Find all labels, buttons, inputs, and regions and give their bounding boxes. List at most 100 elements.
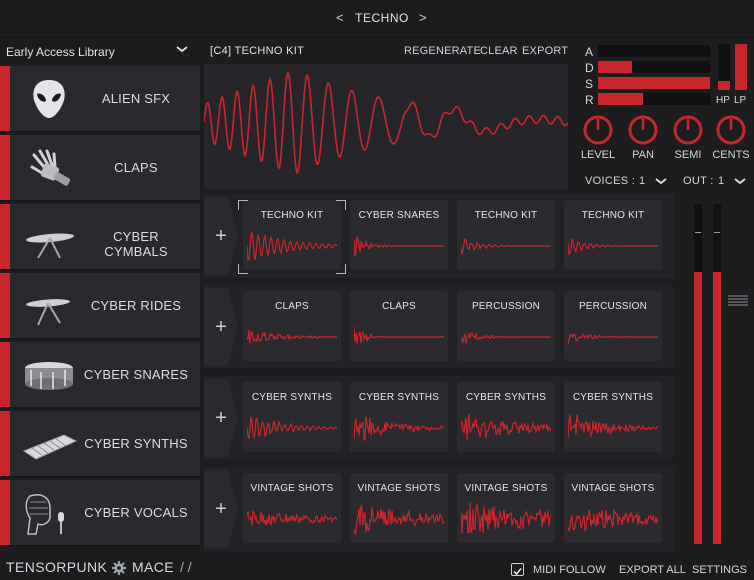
cymbal-icon — [26, 233, 74, 259]
volume-slider-handle[interactable] — [726, 204, 750, 544]
export-all-button[interactable]: EXPORT ALL — [619, 564, 686, 576]
voices-value[interactable]: 1 — [639, 175, 646, 187]
out-value[interactable]: 1 — [718, 175, 725, 187]
pad-waveform — [247, 230, 337, 262]
meter-peak-mark — [714, 232, 720, 233]
library-select[interactable]: Early Access Library — [0, 40, 198, 64]
sidebar-item-cyber-snares[interactable]: CYBER SNARES — [0, 342, 200, 409]
pad[interactable]: TECHNO KIT — [243, 200, 341, 270]
sidebar-item-cyber-rides[interactable]: CYBER RIDES — [0, 273, 200, 340]
pad[interactable]: PERCUSSION — [457, 291, 555, 361]
pad[interactable]: TECHNO KIT — [457, 200, 555, 270]
cents-knob[interactable] — [715, 114, 747, 146]
level-label: LEVEL — [580, 149, 616, 161]
pad-waveform — [461, 237, 551, 255]
selection-corner — [238, 264, 248, 274]
pad-waveform — [354, 236, 444, 257]
chevron-down-icon[interactable] — [655, 176, 667, 186]
lp-fill — [735, 44, 747, 90]
sustain-slider[interactable] — [598, 77, 710, 89]
sidebar-item-claps[interactable]: CLAPS — [0, 135, 200, 202]
clear-button[interactable]: CLEAR — [480, 45, 518, 57]
pad-waveform — [461, 331, 551, 344]
pad[interactable]: VINTAGE SHOTS — [350, 473, 448, 543]
checkmark-icon — [513, 567, 522, 576]
library-select-value: Early Access Library — [6, 45, 115, 59]
sidebar-item-cyber-synths[interactable]: CYBER SYNTHS — [0, 411, 200, 478]
lp-slider[interactable] — [735, 44, 747, 90]
settings-button[interactable]: SETTINGS — [692, 564, 748, 576]
pad-waveform — [247, 510, 337, 527]
export-button[interactable]: EXPORT — [522, 45, 569, 57]
semi-knob[interactable] — [672, 114, 704, 146]
attack-label: A — [585, 45, 594, 59]
semi-label: SEMI — [674, 149, 702, 161]
product-name: MACE — [132, 559, 175, 575]
robot-hand-icon — [30, 149, 71, 186]
pad[interactable]: VINTAGE SHOTS — [564, 473, 662, 543]
category-accent-bar — [0, 273, 10, 338]
sidebar-item-label: CYBER VOCALS — [84, 505, 188, 520]
pad-waveform — [461, 414, 551, 440]
midi-follow-label[interactable]: MIDI FOLLOW — [533, 564, 606, 576]
pad-label: PERCUSSION — [471, 301, 541, 312]
sustain-fill — [598, 77, 710, 89]
snare-drum-icon — [25, 362, 73, 390]
pad-label: VINTAGE SHOTS — [250, 483, 334, 494]
preset-name[interactable]: TECHNO — [355, 11, 409, 25]
pad[interactable]: VINTAGE SHOTS — [243, 473, 341, 543]
pad-label: CYBER SNARES — [358, 210, 440, 221]
pad-label: CYBER SYNTHS — [251, 392, 333, 403]
hp-fill — [718, 80, 730, 90]
right-meter-fill — [713, 272, 721, 544]
waveform-line — [203, 70, 569, 175]
release-fill — [598, 93, 643, 105]
footer-separator: / / — [180, 559, 192, 575]
regenerate-button[interactable]: REGENERATE — [404, 45, 481, 57]
pad[interactable]: CYBER SYNTHS — [457, 382, 555, 452]
pad-label: VINTAGE SHOTS — [357, 483, 441, 494]
prev-preset-button[interactable]: < — [336, 10, 344, 25]
waveform-display[interactable] — [203, 64, 569, 189]
level-knob[interactable] — [582, 114, 614, 146]
sidebar-item-label: ALIEN SFX — [101, 91, 171, 106]
pad[interactable]: CYBER SYNTHS — [243, 382, 341, 452]
lp-label: LP — [734, 95, 747, 106]
sidebar-item-cyber-vocals[interactable]: CYBER VOCALS — [0, 480, 200, 547]
decay-slider[interactable] — [598, 61, 710, 73]
sidebar-item-label: CYBER SYNTHS — [84, 436, 188, 451]
keyboard-icon — [22, 434, 78, 460]
pad[interactable]: CLAPS — [243, 291, 341, 361]
chevron-down-icon[interactable] — [176, 44, 188, 54]
next-preset-button[interactable]: > — [419, 10, 427, 25]
sidebar-item-label: CYBER SNARES — [83, 367, 189, 382]
out-label: OUT : — [683, 175, 714, 187]
category-accent-bar — [0, 480, 10, 545]
attack-slider[interactable] — [598, 45, 710, 57]
sidebar-item-alien-sfx[interactable]: ALIEN SFX — [0, 66, 200, 133]
left-level-meter — [694, 204, 702, 544]
pad[interactable]: PERCUSSION — [564, 291, 662, 361]
pad-label: TECHNO KIT — [581, 210, 645, 221]
pad[interactable]: CYBER SYNTHS — [564, 382, 662, 452]
pad[interactable]: CYBER SNARES — [350, 200, 448, 270]
hp-slider[interactable] — [718, 44, 730, 90]
pad[interactable]: CLAPS — [350, 291, 448, 361]
hp-label: HP — [716, 95, 730, 106]
pad-waveform — [568, 238, 658, 256]
pad[interactable]: TECHNO KIT — [564, 200, 662, 270]
pan-label: PAN — [632, 149, 654, 161]
pan-knob[interactable] — [627, 114, 659, 146]
plus-icon: + — [215, 407, 227, 429]
pad-waveform — [568, 414, 658, 439]
sidebar-item-cyber-cymbals[interactable]: CYBER CYMBALS — [0, 204, 200, 271]
sidebar-item-label: CYBER RIDES — [90, 298, 182, 313]
selection-corner — [238, 200, 248, 210]
chevron-down-icon[interactable] — [734, 176, 746, 186]
release-slider[interactable] — [598, 93, 710, 105]
pad-waveform — [247, 329, 337, 344]
midi-follow-checkbox[interactable] — [511, 563, 524, 576]
pad[interactable]: CYBER SYNTHS — [350, 382, 448, 452]
pad[interactable]: VINTAGE SHOTS — [457, 473, 555, 543]
category-accent-bar — [0, 342, 10, 407]
